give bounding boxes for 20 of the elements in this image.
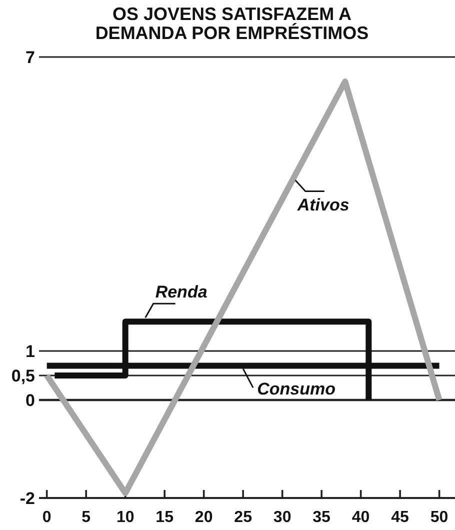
x-tick-label: 50 [430,509,448,526]
x-tick-label: 20 [194,509,213,526]
x-tick-label: 0 [42,509,52,526]
x-tick-label: 45 [391,509,410,526]
y-tick-label: -2 [20,488,35,508]
x-tick-label: 25 [234,509,252,526]
x-tick-label: 35 [312,509,331,526]
legend-label: Consumo [257,380,336,399]
series-label: Ativos [296,195,350,214]
y-tick-label: 1 [26,342,35,361]
x-tick-label: 30 [273,509,292,526]
y-tick-label: 7 [26,48,35,67]
x-tick-label: 5 [82,509,91,526]
series-label: Renda [155,282,208,302]
y-tick-label: 0,5 [11,366,35,386]
x-tick-label: 40 [352,509,370,526]
x-tick-label: 15 [156,509,174,526]
chart-title: OS JOVENS SATISFAZEM A DEMANDA POR EMPRÉSTIMOS [95,4,369,43]
x-tick-label: 10 [116,509,134,526]
y-tick-label: 0 [26,390,35,410]
